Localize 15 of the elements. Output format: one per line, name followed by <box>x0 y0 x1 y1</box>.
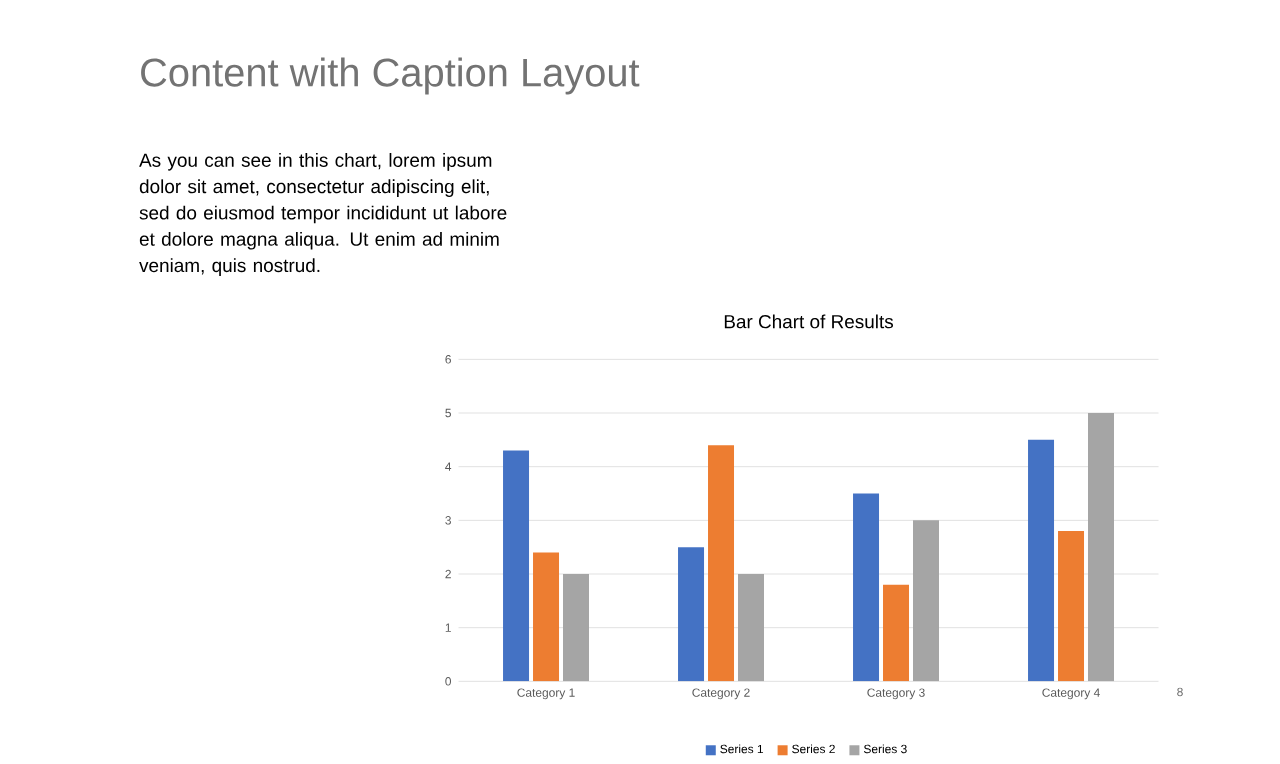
bar <box>883 584 910 682</box>
bar <box>1028 439 1055 682</box>
bar <box>678 547 705 682</box>
text: As you can see in this chart, lorem ipsum dolor sit amet, consectetur adipiscing elit, sed do eiusmod tempor incididunt ut labore et dolore magna aliqua. Ut enim ad minim veniam, quis nostrud. <box>139 152 507 276</box>
chart-title: Bar Chart of Results <box>724 314 894 329</box>
text: Content with Caption Layout <box>141 57 640 95</box>
bar <box>913 520 939 682</box>
bar <box>533 552 560 682</box>
bar <box>738 573 764 682</box>
bar <box>503 450 530 682</box>
bar <box>708 445 735 682</box>
bar <box>1088 412 1114 682</box>
bar <box>1058 531 1085 682</box>
bar <box>853 493 880 682</box>
bar <box>563 573 589 682</box>
